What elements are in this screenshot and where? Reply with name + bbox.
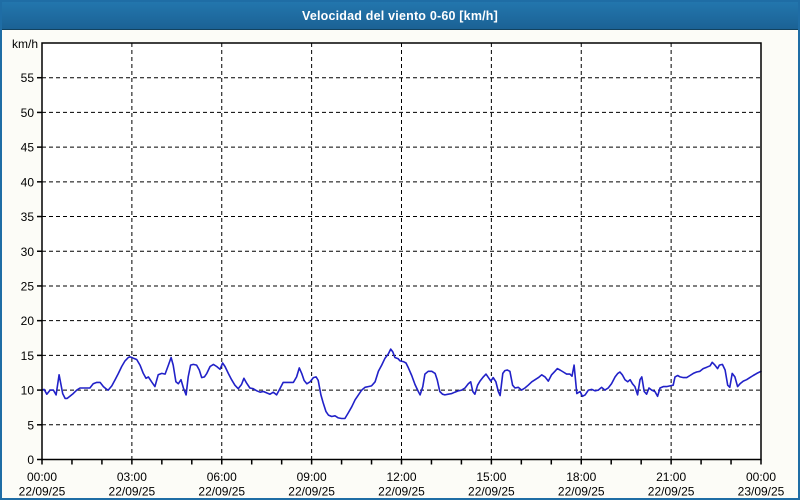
y-tick-label: 40 [21, 175, 35, 189]
x-tick-time-label: 00:00 [27, 470, 57, 484]
y-tick-label: 50 [21, 106, 35, 120]
y-tick-label: 30 [21, 245, 35, 259]
x-tick-date-label: 22/09/25 [288, 485, 335, 499]
x-tick-time-label: 18:00 [566, 470, 596, 484]
x-tick-time-label: 21:00 [656, 470, 686, 484]
x-tick-date-label: 22/09/25 [19, 485, 66, 499]
chart-title-bar: Velocidad del viento 0-60 [km/h] [2, 2, 798, 30]
y-tick-label: 55 [21, 71, 35, 85]
x-tick-time-label: 00:00 [746, 470, 776, 484]
y-tick-label: 5 [27, 418, 34, 432]
x-tick-date-label: 22/09/25 [109, 485, 156, 499]
x-tick-date-label: 22/09/25 [378, 485, 425, 499]
wind-speed-chart: 0510152025303540455055km/h00:0022/09/250… [12, 37, 785, 499]
chart-title: Velocidad del viento 0-60 [km/h] [301, 8, 499, 23]
y-tick-label: 15 [21, 349, 35, 363]
x-tick-time-label: 09:00 [297, 470, 327, 484]
y-tick-label: 20 [21, 314, 35, 328]
y-tick-label: 25 [21, 279, 35, 293]
x-tick-date-label: 22/09/25 [648, 485, 695, 499]
x-tick-date-label: 22/09/25 [468, 485, 515, 499]
y-axis-unit-label: km/h [12, 37, 38, 51]
chart-area: 0 5 10 15 20 25 30 35 40 45 50 55 km/h 00:00 22/09/25 0… [2, 30, 798, 498]
x-tick-time-label: 03:00 [117, 470, 147, 484]
y-tick-label: 0 [27, 453, 34, 467]
x-tick-date-label: 22/09/25 [198, 485, 245, 499]
x-tick-time-label: 15:00 [476, 470, 506, 484]
y-tick-label: 10 [21, 384, 35, 398]
x-tick-time-label: 12:00 [386, 470, 416, 484]
x-tick-time-label: 06:00 [207, 470, 237, 484]
x-tick-date-label: 22/09/25 [558, 485, 605, 499]
x-tick-date-label: 23/09/25 [738, 485, 785, 499]
y-tick-label: 35 [21, 210, 35, 224]
wind-speed-line [41, 348, 762, 420]
y-tick-label: 45 [21, 141, 35, 155]
